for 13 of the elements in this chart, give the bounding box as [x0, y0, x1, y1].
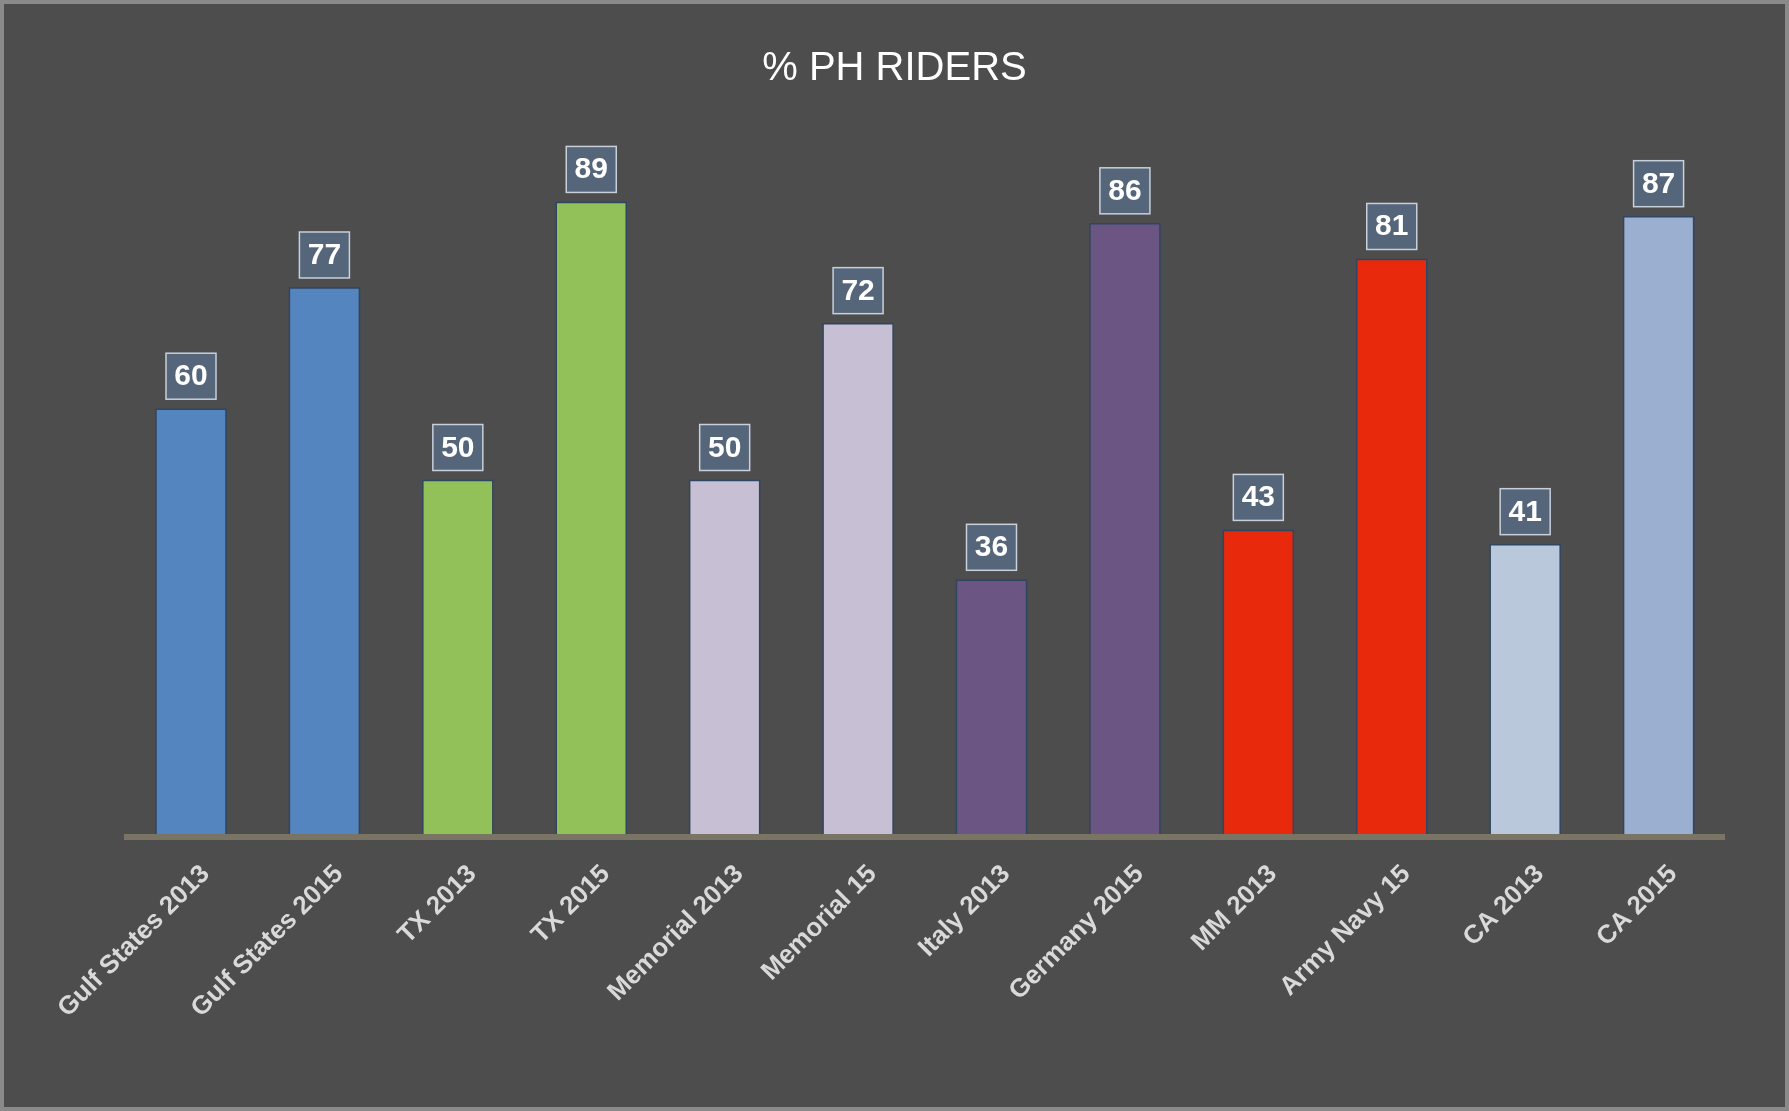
- data-label: 72: [841, 272, 875, 306]
- data-label: 77: [307, 236, 342, 270]
- data-label: 43: [1241, 479, 1276, 513]
- data-label: 87: [1641, 165, 1676, 199]
- data-label: 86: [1108, 172, 1142, 206]
- data-label: 50: [441, 429, 475, 463]
- data-label: 36: [974, 529, 1009, 563]
- chart-title: % PH RIDERS: [761, 44, 1028, 89]
- data-label: 41: [1508, 493, 1542, 527]
- data-label: 60: [174, 358, 208, 392]
- data-label: 50: [707, 429, 742, 463]
- data-label: 81: [1375, 208, 1409, 242]
- data-label: 89: [574, 151, 608, 185]
